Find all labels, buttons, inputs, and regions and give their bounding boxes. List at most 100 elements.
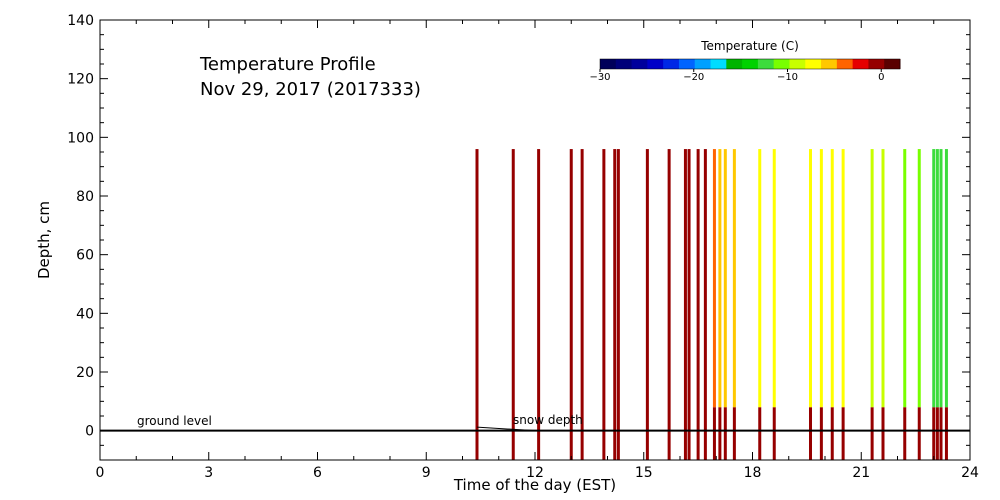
x-tick-label-1: 3 bbox=[204, 465, 213, 481]
profile-10 bbox=[683, 149, 687, 461]
profile-20-segment-0 bbox=[809, 407, 812, 460]
profile-19-segment-1 bbox=[772, 149, 776, 408]
profile-18 bbox=[758, 149, 762, 460]
profile-14-segment-0 bbox=[712, 407, 716, 460]
colorbar-swatch-4 bbox=[663, 59, 680, 69]
colorbar-swatch-16 bbox=[852, 59, 869, 69]
profile-26 bbox=[903, 149, 907, 460]
profile-30 bbox=[939, 149, 943, 460]
profile-12 bbox=[696, 149, 700, 461]
profile-5 bbox=[602, 149, 606, 461]
profile-26-segment-0 bbox=[903, 407, 907, 460]
profile-0 bbox=[475, 149, 479, 461]
y-axis-label: Depth, cm bbox=[35, 201, 53, 279]
snow-depth-label: snow depth bbox=[513, 413, 583, 427]
profile-21-segment-1 bbox=[819, 149, 823, 408]
y-tick-label-2: 40 bbox=[76, 306, 94, 322]
colorbar: Temperature (C) −30 −20 −10 0 bbox=[589, 39, 901, 83]
profiles-layer bbox=[475, 149, 948, 461]
x-tick-label-2: 6 bbox=[313, 465, 322, 481]
profile-14 bbox=[712, 149, 716, 460]
colorbar-swatch-14 bbox=[821, 59, 838, 69]
x-tick-label-7: 21 bbox=[852, 465, 870, 481]
profile-27-segment-1 bbox=[917, 149, 921, 408]
profile-18-segment-0 bbox=[758, 407, 762, 460]
colorbar-swatch-9 bbox=[742, 59, 759, 69]
profile-24 bbox=[870, 149, 874, 460]
profile-30-segment-0 bbox=[939, 407, 943, 460]
colorbar-swatch-2 bbox=[631, 59, 648, 69]
profile-29 bbox=[935, 149, 939, 460]
profile-31 bbox=[944, 149, 948, 460]
y-tick-label-0: 0 bbox=[85, 424, 94, 440]
chart-subtitle: Nov 29, 2017 (2017333) bbox=[200, 79, 421, 100]
profile-31-segment-0 bbox=[944, 407, 948, 460]
profile-2-segment-0 bbox=[537, 149, 541, 461]
profile-5-segment-0 bbox=[602, 149, 606, 461]
profile-3-segment-0 bbox=[569, 149, 573, 461]
profile-7-segment-0 bbox=[616, 149, 620, 461]
profile-8 bbox=[645, 149, 649, 461]
colorbar-swatch-18 bbox=[884, 59, 901, 69]
profile-22 bbox=[830, 149, 834, 460]
profile-19 bbox=[772, 149, 776, 460]
profile-11 bbox=[687, 149, 691, 461]
profile-15 bbox=[718, 149, 722, 460]
profile-2 bbox=[537, 149, 541, 461]
profile-30-segment-1 bbox=[939, 149, 943, 408]
colorbar-swatch-11 bbox=[773, 59, 790, 69]
x-tick-label-5: 15 bbox=[635, 465, 653, 481]
profile-14-segment-1 bbox=[712, 149, 716, 408]
profile-23-segment-0 bbox=[841, 407, 845, 460]
y-tick-label-1: 20 bbox=[76, 365, 94, 381]
profile-19-segment-0 bbox=[772, 407, 776, 460]
colorbar-tick-label-1: −20 bbox=[683, 72, 704, 83]
x-tick-label-0: 0 bbox=[96, 465, 105, 481]
profile-29-segment-0 bbox=[935, 407, 939, 460]
profile-13-segment-0 bbox=[703, 149, 707, 461]
profile-20 bbox=[809, 149, 812, 460]
profile-24-segment-1 bbox=[870, 149, 874, 408]
colorbar-swatch-12 bbox=[789, 59, 806, 69]
colorbar-tick-label-0: −30 bbox=[589, 72, 610, 83]
profile-0-segment-0 bbox=[475, 149, 479, 461]
profile-17-segment-1 bbox=[732, 149, 736, 408]
colorbar-swatch-17 bbox=[868, 59, 885, 69]
x-tick-label-3: 9 bbox=[422, 465, 431, 481]
colorbar-swatch-7 bbox=[710, 59, 727, 69]
profile-11-segment-0 bbox=[687, 149, 691, 461]
profile-24-segment-0 bbox=[870, 407, 874, 460]
profile-13 bbox=[703, 149, 707, 461]
colorbar-swatch-15 bbox=[836, 59, 854, 69]
profile-28-segment-1 bbox=[932, 149, 936, 408]
profile-21-segment-0 bbox=[819, 407, 823, 460]
ground-level-label: ground level bbox=[137, 414, 212, 428]
profile-16-segment-0 bbox=[723, 407, 727, 460]
profile-16 bbox=[723, 149, 727, 460]
profile-8-segment-0 bbox=[645, 149, 649, 461]
profile-6-segment-0 bbox=[613, 149, 617, 461]
profile-15-segment-0 bbox=[718, 407, 722, 460]
x-axis-label: Time of the day (EST) bbox=[453, 476, 616, 494]
profile-7 bbox=[616, 149, 620, 461]
colorbar-swatch-3 bbox=[647, 59, 664, 69]
y-tick-label-5: 100 bbox=[67, 130, 94, 146]
snow-depth-line bbox=[476, 426, 536, 432]
profile-28-segment-0 bbox=[932, 407, 936, 460]
profile-25 bbox=[881, 149, 885, 460]
profile-27-segment-0 bbox=[917, 407, 921, 460]
profile-16-segment-1 bbox=[723, 149, 727, 408]
profile-1 bbox=[511, 149, 515, 461]
colorbar-swatch-10 bbox=[757, 59, 775, 69]
colorbar-tick-label-2: −10 bbox=[777, 72, 798, 83]
profile-18-segment-1 bbox=[758, 149, 762, 408]
colorbar-swatch-6 bbox=[694, 59, 712, 69]
profile-25-segment-1 bbox=[881, 149, 885, 408]
profile-4-segment-0 bbox=[580, 149, 584, 461]
profile-1-segment-0 bbox=[511, 149, 515, 461]
colorbar-tick-label-3: 0 bbox=[878, 72, 884, 83]
profile-23-segment-1 bbox=[841, 149, 845, 408]
colorbar-swatch-8 bbox=[726, 59, 743, 69]
profile-9 bbox=[667, 149, 671, 461]
